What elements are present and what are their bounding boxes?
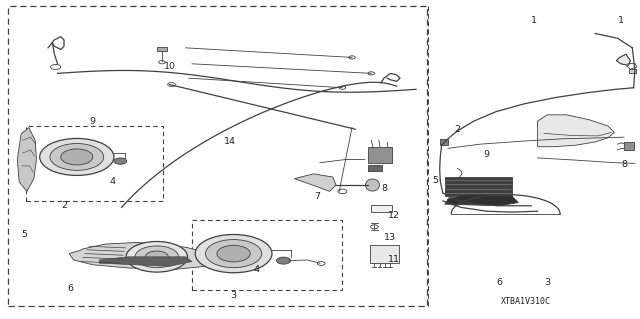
Circle shape [205,240,262,268]
Text: 5: 5 [432,176,438,185]
Ellipse shape [365,179,380,191]
Polygon shape [17,128,36,191]
Bar [371,205,392,212]
Bar [370,245,399,263]
Bar [440,139,448,145]
Text: 14: 14 [225,137,236,146]
Text: 2: 2 [454,125,461,134]
Text: 6: 6 [496,278,502,287]
Circle shape [135,246,179,268]
Polygon shape [69,242,214,270]
Circle shape [50,144,104,170]
Text: 3: 3 [544,278,550,287]
Text: 13: 13 [385,233,396,242]
Text: 1: 1 [531,16,538,25]
Circle shape [126,241,188,272]
Text: 3: 3 [230,291,237,300]
Text: 8: 8 [621,160,627,169]
Text: 6: 6 [67,284,74,293]
Polygon shape [616,54,630,65]
Text: 8: 8 [381,184,387,193]
Text: 4: 4 [253,265,259,274]
Circle shape [195,234,272,273]
Bar [192,220,342,290]
Circle shape [114,158,127,164]
Text: 2: 2 [61,201,67,210]
Bar [624,142,634,150]
Text: 5: 5 [21,230,28,239]
Circle shape [40,138,114,175]
Text: 7: 7 [314,192,320,201]
Circle shape [145,251,168,263]
Bar [368,165,382,171]
Text: 4: 4 [109,177,115,186]
Polygon shape [99,257,192,266]
Text: 9: 9 [483,150,490,159]
Bar [26,126,163,201]
Bar [157,47,167,51]
Circle shape [61,149,93,165]
Text: 12: 12 [388,211,399,220]
Text: 9: 9 [90,117,96,126]
Circle shape [217,245,250,262]
Polygon shape [538,115,614,147]
Text: 11: 11 [388,256,399,264]
Circle shape [276,257,291,264]
Bar [629,69,636,73]
Text: 1: 1 [618,16,624,25]
Bar [8,6,427,306]
Text: XTBA1V310C: XTBA1V310C [501,297,551,306]
Polygon shape [445,195,518,206]
Polygon shape [294,174,336,191]
Circle shape [447,196,465,205]
Bar [445,177,512,196]
Bar [368,147,392,163]
Text: 10: 10 [164,63,175,71]
